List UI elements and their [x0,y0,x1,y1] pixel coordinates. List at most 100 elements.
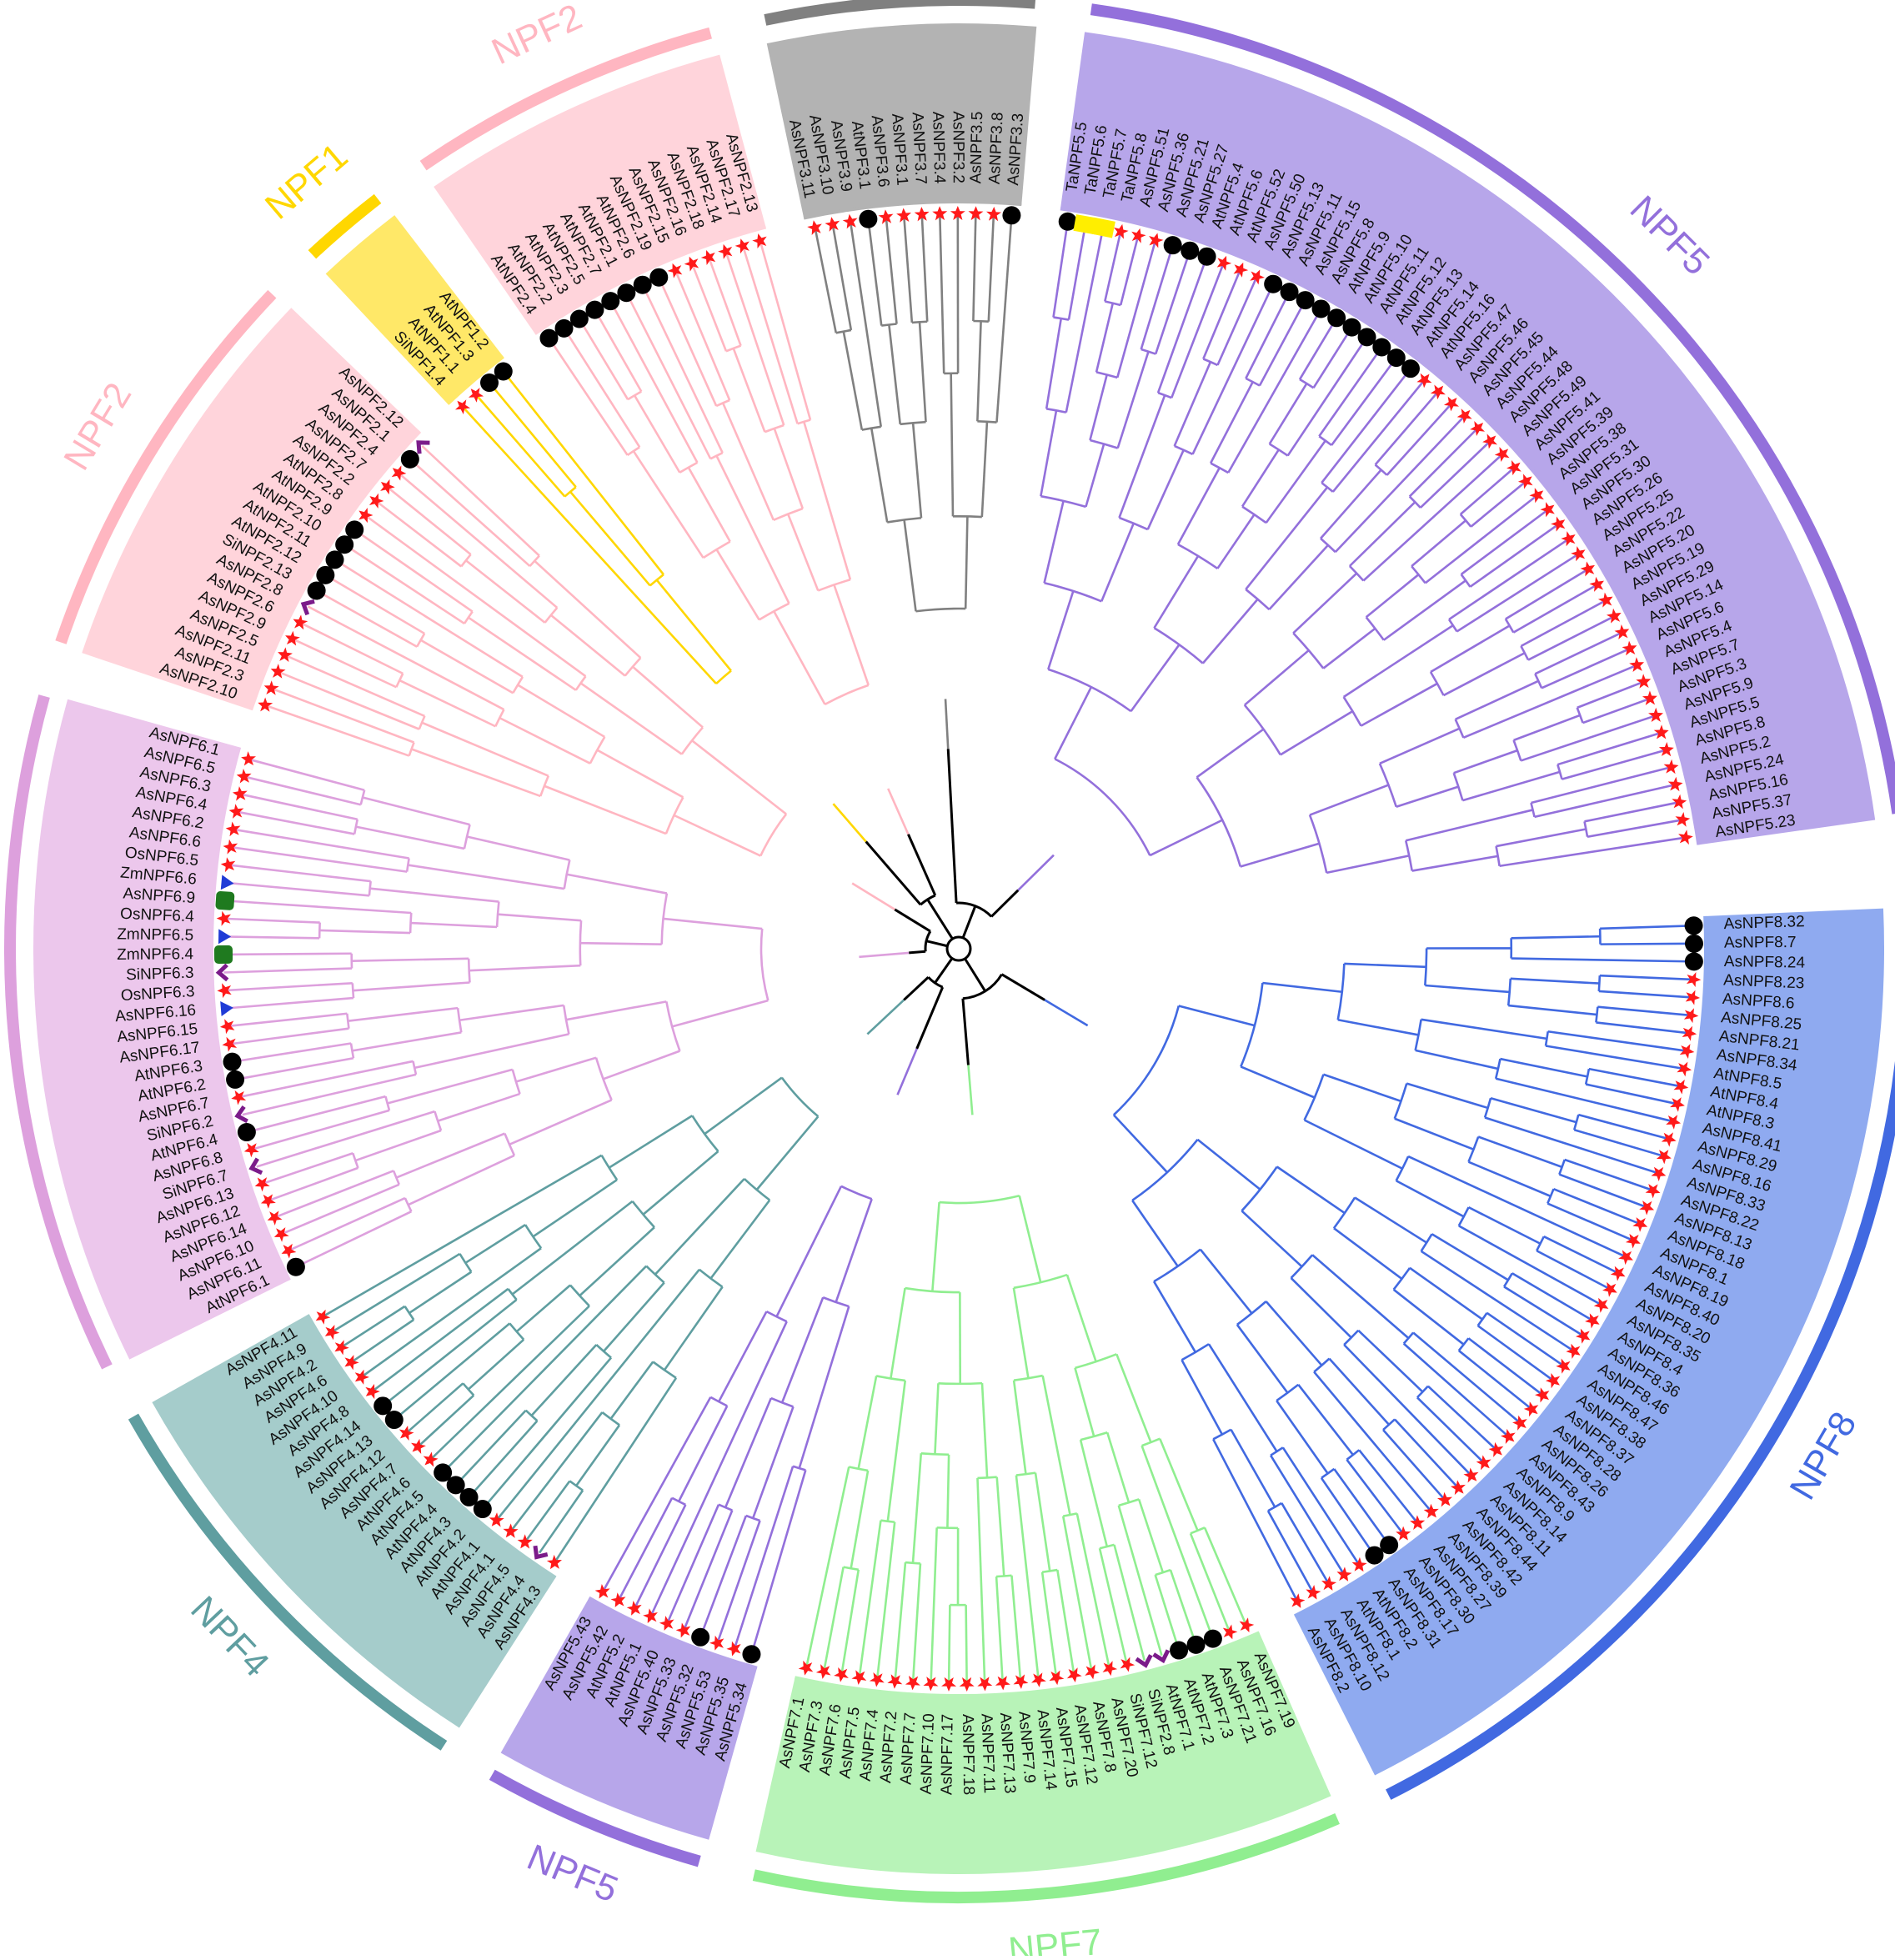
branch [1521,600,1606,646]
branch [223,954,352,955]
leaf-circle-marker [308,582,326,600]
branch [363,797,470,825]
branch [757,1116,819,1190]
leaf-circle-marker [1401,359,1420,378]
branch [1587,820,1682,836]
clade-stem [833,804,865,841]
branch [1114,1006,1179,1115]
branch [1203,269,1240,358]
branch [1119,395,1165,518]
leaf-chevron-marker [249,1159,262,1175]
branch [1016,1476,1039,1680]
leaf-circle-marker [494,363,513,381]
branch [804,422,850,579]
branch [1011,1576,1020,1682]
branch [1260,300,1306,385]
leaf-label: AsNPF3.2 [950,111,967,183]
branch [1141,245,1173,349]
branch [1114,1115,1167,1172]
branch [581,683,682,754]
branch [579,1227,654,1296]
branch [319,930,410,933]
branch [1241,1066,1315,1097]
branch [566,1001,666,1020]
branch [1262,983,1341,992]
clade-stem [945,699,948,749]
branch [1090,375,1106,440]
clade-stem [859,953,909,957]
branch [352,1032,461,1050]
branch [1181,1360,1221,1434]
branch [1040,410,1056,496]
branch [1231,1430,1276,1507]
branch [1057,1570,1074,1675]
branch [1291,1278,1351,1338]
branch [1416,1050,1498,1069]
branch [982,422,987,517]
leaf-circle-marker [1164,236,1182,254]
branch [1412,856,1498,871]
branch [1600,975,1693,980]
branch [604,1051,680,1080]
branch [1384,580,1466,639]
branch [1408,1156,1627,1257]
branch [1042,1572,1056,1677]
branch [356,827,464,849]
branch [860,1521,881,1677]
branch [544,786,666,834]
branch [1305,1120,1403,1168]
branch [1432,1234,1508,1280]
leaf-square-marker [215,891,234,910]
backbone-branch [866,841,920,905]
leaf-star-marker [674,1622,693,1640]
branch [1511,936,1601,938]
branch [372,1289,508,1391]
leaf-star-marker [275,645,294,664]
branch [232,1043,350,1061]
tree-root-node [947,937,970,960]
branch [725,1398,771,1507]
branch [966,1605,967,1684]
leaf-circle-marker [434,1463,452,1481]
leaf-star-marker [1100,1661,1118,1677]
branch [871,429,887,523]
leaf-circle-marker [742,1645,760,1663]
leaf-star-marker [751,232,770,249]
branch [228,1014,347,1026]
leaf-circle-marker [601,292,619,310]
branch [539,1491,583,1553]
branch [278,672,419,729]
branch [940,213,944,373]
leaf-label: AsNPF8.24 [1724,953,1806,972]
leaf-circle-marker [539,329,558,348]
leaf-label: AsNPF7.10 [918,1713,939,1795]
leaf-star-marker [665,260,684,279]
backbone-branch [908,835,935,895]
leaf-circle-marker [1342,318,1361,337]
branch [1179,1006,1255,1026]
branch [225,900,411,913]
branch [1547,1204,1633,1241]
branch [1046,318,1061,409]
clade-stem [968,1065,972,1115]
branch [1205,1527,1246,1625]
branch [1506,569,1588,619]
branch [1542,649,1630,688]
branch [704,1078,782,1135]
branch [268,1168,358,1201]
branch [997,215,1012,422]
branch [483,1358,611,1509]
leaf-star-marker [734,237,752,255]
branch [1395,1119,1474,1150]
branch [1107,1432,1129,1502]
branch [800,1306,850,1468]
branch [1396,787,1459,807]
branch [836,1199,872,1302]
branch [597,750,683,798]
branch [1411,520,1466,566]
branch [716,671,731,684]
branch [227,883,369,895]
leaf-star-marker [1617,1247,1637,1266]
leaf-star-marker [1592,1296,1612,1316]
branch [753,1406,793,1518]
